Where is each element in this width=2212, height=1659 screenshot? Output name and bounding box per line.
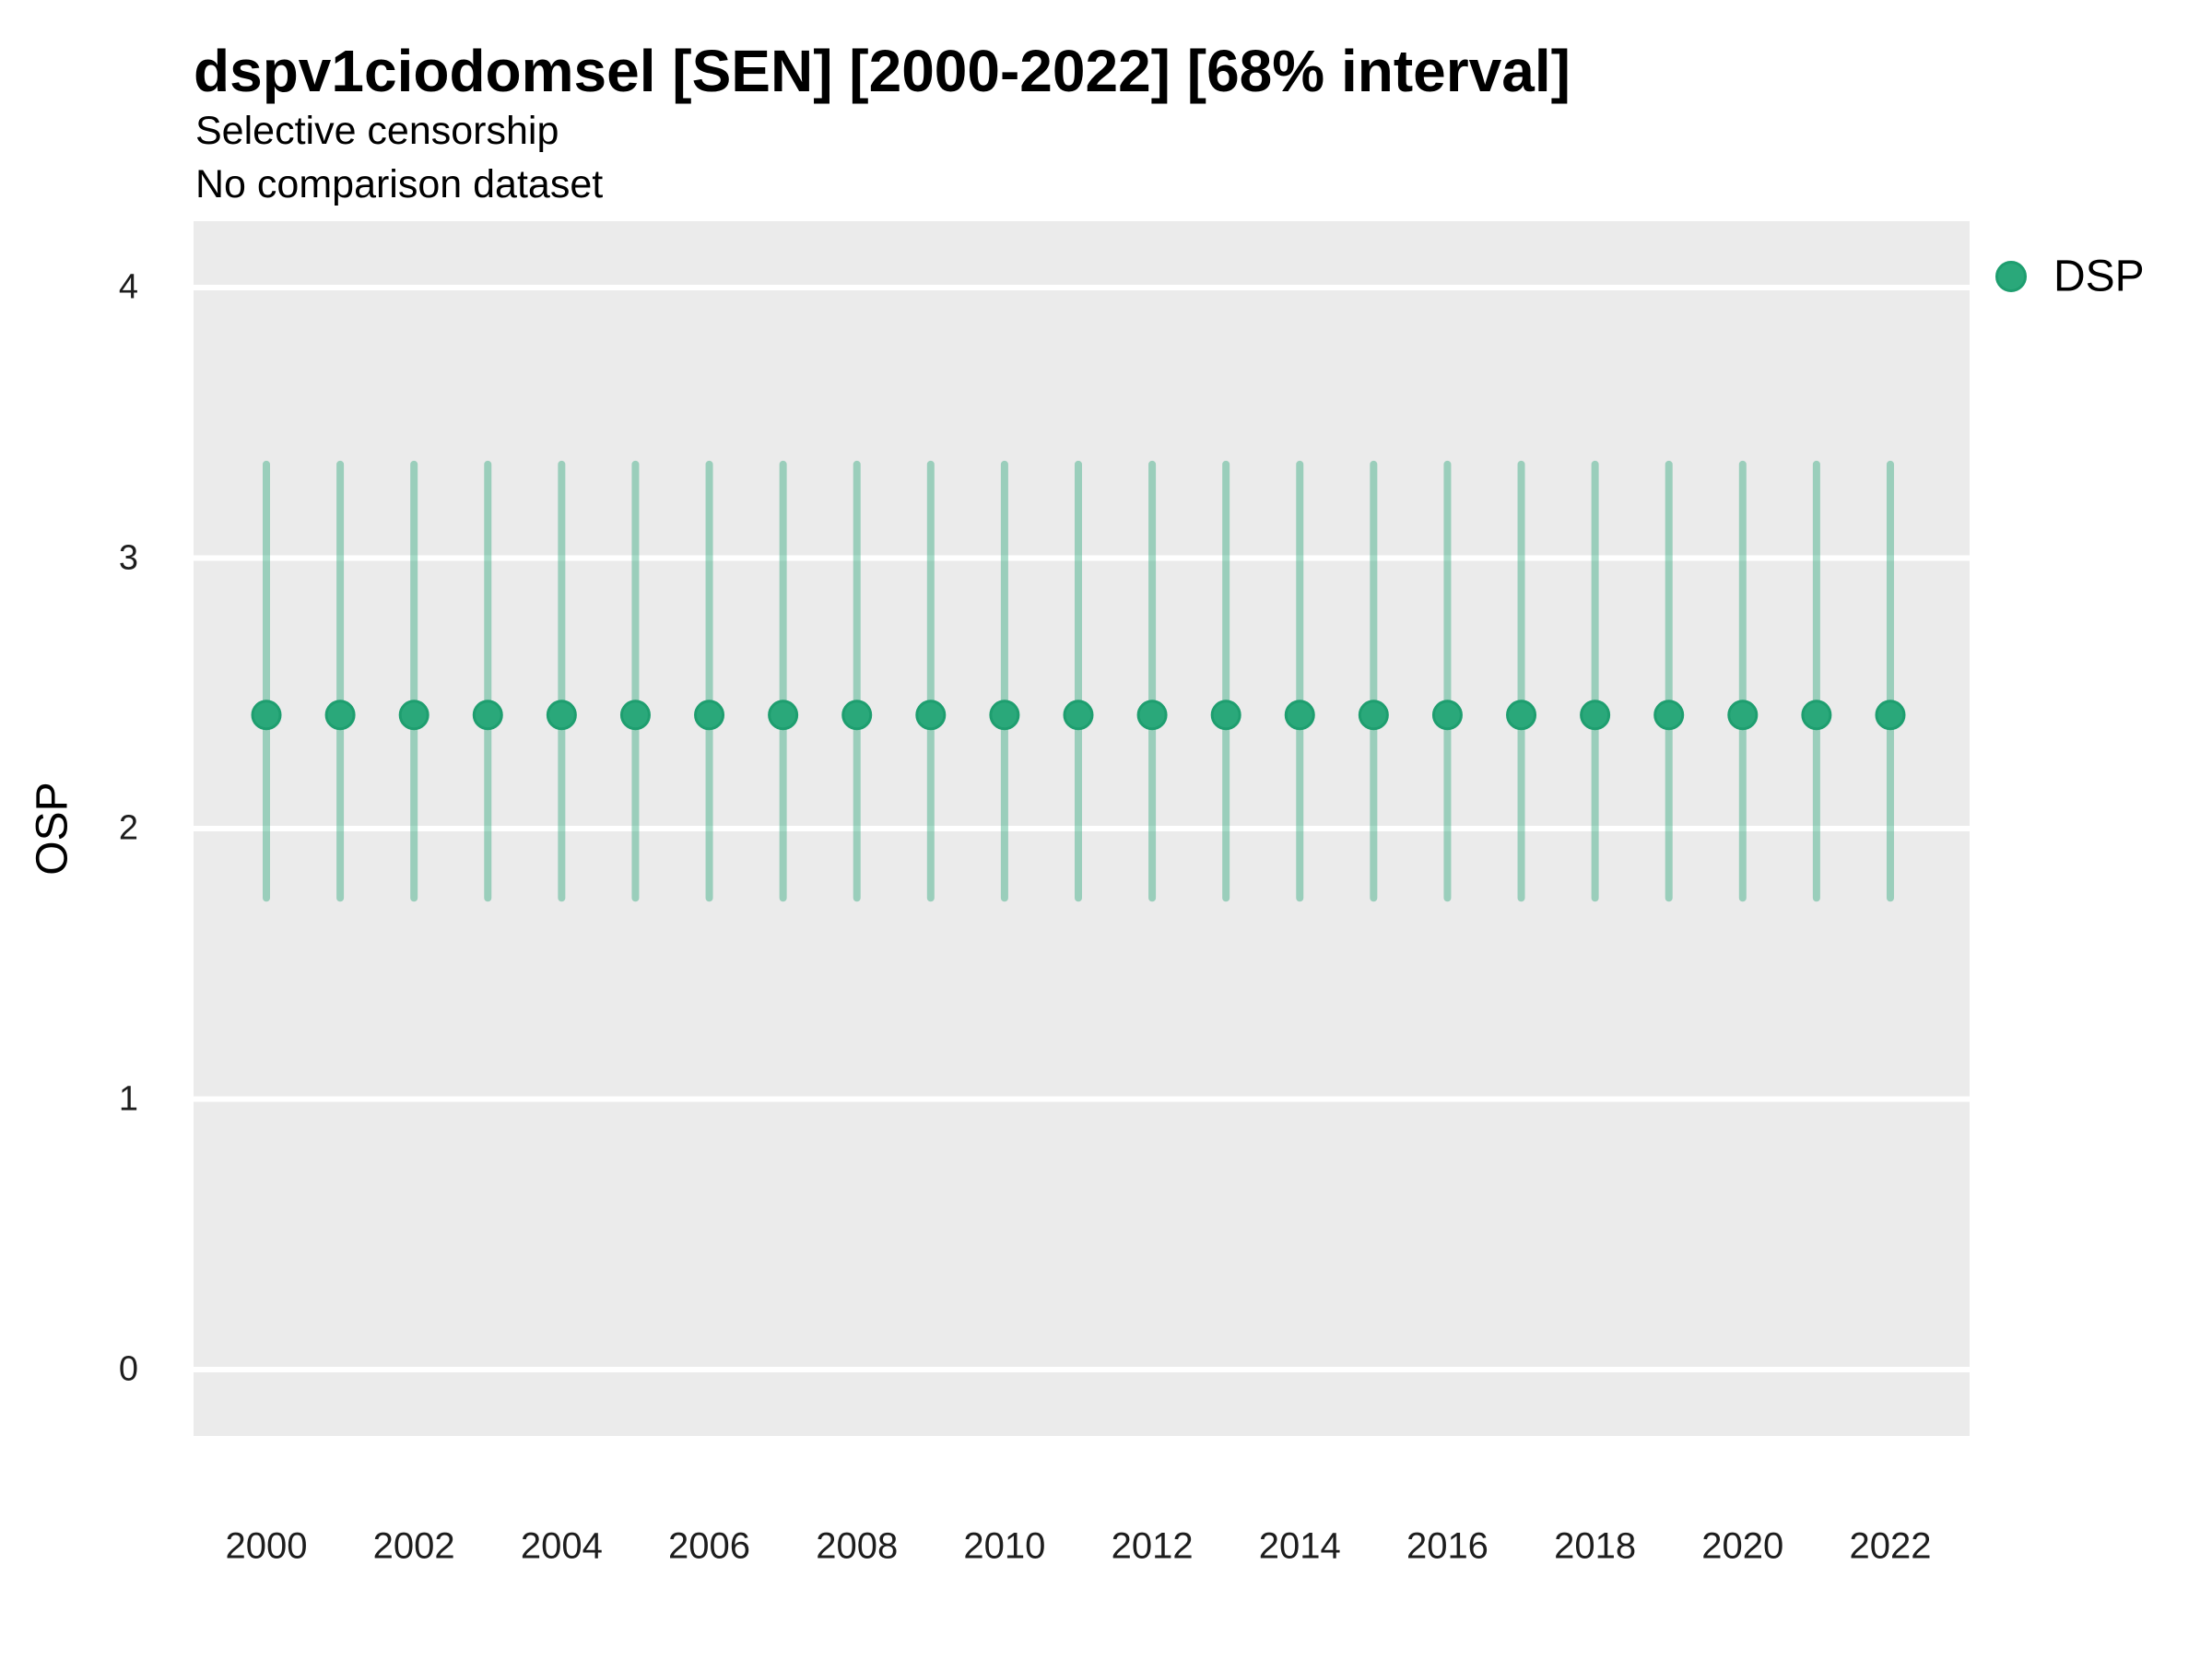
data-point-2017 — [1506, 700, 1537, 731]
x-tick-label-2006: 2006 — [668, 1525, 751, 1567]
interval-bar-2002 — [410, 460, 418, 902]
data-point-2015 — [1358, 700, 1389, 731]
data-point-2007 — [768, 700, 799, 731]
x-tick-label-2002: 2002 — [372, 1525, 455, 1567]
interval-bar-2015 — [1370, 460, 1378, 902]
data-point-2003 — [472, 700, 503, 731]
chart-title: dspv1ciodomsel [SEN] [2000-2022] [68% in… — [194, 38, 1571, 104]
data-point-2008 — [841, 700, 873, 731]
interval-bar-2005 — [631, 460, 640, 902]
data-point-2016 — [1431, 700, 1463, 731]
y-tick-label-2: 2 — [118, 808, 138, 848]
y-tick-label-3: 3 — [118, 538, 138, 577]
data-point-2009 — [915, 700, 947, 731]
interval-bar-2020 — [1738, 460, 1747, 902]
data-point-2012 — [1136, 700, 1168, 731]
interval-bar-2019 — [1665, 460, 1673, 902]
chart-subtitle-line2: No comparison dataset — [195, 162, 604, 206]
x-tick-label-2018: 2018 — [1554, 1525, 1637, 1567]
x-tick-label-2020: 2020 — [1701, 1525, 1784, 1567]
x-tick-label-2008: 2008 — [816, 1525, 899, 1567]
interval-bar-2009 — [926, 460, 935, 902]
interval-bar-2008 — [853, 460, 861, 902]
data-point-2005 — [619, 700, 651, 731]
interval-bar-2001 — [336, 460, 345, 902]
data-point-2019 — [1653, 700, 1685, 731]
legend-key-circle-icon — [1995, 261, 2027, 292]
data-point-2018 — [1580, 700, 1611, 731]
interval-bar-2010 — [1000, 460, 1008, 902]
data-point-2022 — [1875, 700, 1906, 731]
x-tick-label-2012: 2012 — [1111, 1525, 1194, 1567]
x-tick-label-2010: 2010 — [963, 1525, 1046, 1567]
data-point-2014 — [1284, 700, 1315, 731]
gridline-y-3 — [194, 555, 1970, 561]
interval-bar-2022 — [1886, 460, 1894, 902]
interval-bar-2012 — [1148, 460, 1157, 902]
data-point-2010 — [989, 700, 1020, 731]
data-point-2002 — [398, 700, 429, 731]
data-point-2000 — [251, 700, 282, 731]
gridline-y-2 — [194, 826, 1970, 831]
interval-bar-2021 — [1812, 460, 1820, 902]
data-point-2011 — [1063, 700, 1094, 731]
data-point-2020 — [1727, 700, 1759, 731]
x-tick-label-2022: 2022 — [1849, 1525, 1932, 1567]
gridline-y-1 — [194, 1096, 1970, 1102]
x-tick-label-2000: 2000 — [225, 1525, 308, 1567]
x-tick-label-2016: 2016 — [1406, 1525, 1488, 1567]
gridline-y-0 — [194, 1367, 1970, 1372]
interval-bar-2014 — [1296, 460, 1304, 902]
legend-label: DSP — [2053, 252, 2145, 301]
y-tick-label-0: 0 — [118, 1349, 138, 1389]
interval-bar-2013 — [1222, 460, 1230, 902]
y-tick-label-1: 1 — [118, 1079, 138, 1118]
interval-bar-2006 — [705, 460, 713, 902]
y-tick-label-4: 4 — [118, 267, 138, 307]
gridline-y-4 — [194, 285, 1970, 290]
data-point-2006 — [694, 700, 725, 731]
chart-subtitle: Selective censorship — [195, 109, 559, 153]
data-point-2021 — [1801, 700, 1832, 731]
x-tick-label-2004: 2004 — [520, 1525, 603, 1567]
data-point-2004 — [546, 700, 577, 731]
x-tick-label-2014: 2014 — [1258, 1525, 1341, 1567]
interval-bar-2004 — [558, 460, 566, 902]
interval-bar-2017 — [1517, 460, 1525, 902]
interval-bar-2011 — [1074, 460, 1082, 902]
interval-bar-2007 — [779, 460, 787, 902]
interval-bar-2000 — [263, 460, 270, 902]
data-point-2013 — [1210, 700, 1241, 731]
data-point-2001 — [324, 700, 356, 731]
interval-bar-2003 — [484, 460, 492, 902]
interval-bar-2016 — [1443, 460, 1452, 902]
interval-bar-2018 — [1591, 460, 1599, 902]
